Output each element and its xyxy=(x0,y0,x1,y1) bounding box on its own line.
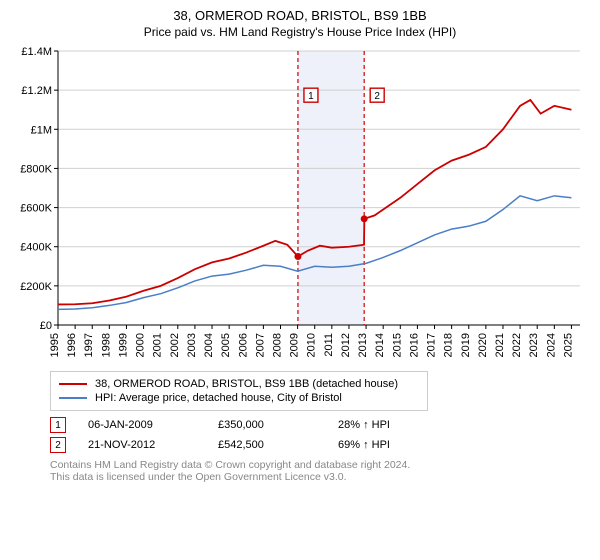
price-chart: £0 £200K £400K £600K £800K £1M £1.2M £1.4M 1995 1… xyxy=(10,45,590,365)
sale-row: 1 06-JAN-2009£350,00028% ↑ HPI xyxy=(50,417,590,433)
svg-text:1999: 1999 xyxy=(117,333,129,357)
svg-text:2019: 2019 xyxy=(460,333,472,357)
svg-text:2024: 2024 xyxy=(545,333,557,357)
sale-row: 2 21-NOV-2012£542,50069% ↑ HPI xyxy=(50,437,590,453)
sale-marker: 2 xyxy=(50,437,66,453)
svg-text:2009: 2009 xyxy=(289,333,301,357)
sales-list: 1 06-JAN-2009£350,00028% ↑ HPI 2 21-NOV-201… xyxy=(50,417,590,453)
page-subtitle: Price paid vs. HM Land Registry's House … xyxy=(10,25,590,39)
svg-text:2016: 2016 xyxy=(408,333,420,357)
legend: 38, ORMEROD ROAD, BRISTOL, BS9 1BB (deta… xyxy=(50,371,428,411)
sale-hpi: 69% ↑ HPI xyxy=(338,439,458,451)
svg-text:£1M: £1M xyxy=(31,124,52,136)
legend-item: HPI: Average price, detached house, City… xyxy=(59,392,419,404)
svg-text:£600K: £600K xyxy=(20,203,52,215)
svg-text:1: 1 xyxy=(308,91,314,102)
footer-line: This data is licensed under the Open Gov… xyxy=(50,471,590,483)
svg-text:2013: 2013 xyxy=(357,333,369,357)
svg-text:1996: 1996 xyxy=(66,333,78,357)
svg-text:£1.2M: £1.2M xyxy=(21,85,52,97)
svg-text:2: 2 xyxy=(374,91,380,102)
svg-text:2008: 2008 xyxy=(271,333,283,357)
svg-text:2012: 2012 xyxy=(340,333,352,357)
svg-text:2002: 2002 xyxy=(169,333,181,357)
svg-text:2010: 2010 xyxy=(306,333,318,357)
svg-text:2022: 2022 xyxy=(511,333,523,357)
svg-text:£800K: £800K xyxy=(20,163,52,175)
svg-text:2015: 2015 xyxy=(391,333,403,357)
svg-text:2004: 2004 xyxy=(203,333,215,357)
svg-text:2018: 2018 xyxy=(443,333,455,357)
legend-label: 38, ORMEROD ROAD, BRISTOL, BS9 1BB (deta… xyxy=(95,378,398,390)
svg-text:£400K: £400K xyxy=(20,242,52,254)
svg-text:£0: £0 xyxy=(40,320,52,332)
svg-text:2011: 2011 xyxy=(323,333,335,357)
sale-price: £350,000 xyxy=(218,419,338,431)
svg-text:2021: 2021 xyxy=(494,333,506,357)
svg-text:2023: 2023 xyxy=(528,333,540,357)
svg-text:£1.4M: £1.4M xyxy=(21,46,52,58)
svg-text:2020: 2020 xyxy=(477,333,489,357)
svg-text:2003: 2003 xyxy=(186,333,198,357)
svg-text:2014: 2014 xyxy=(374,333,386,357)
legend-label: HPI: Average price, detached house, City… xyxy=(95,392,342,404)
footer-line: Contains HM Land Registry data © Crown c… xyxy=(50,459,590,471)
footer-attribution: Contains HM Land Registry data © Crown c… xyxy=(50,459,590,483)
legend-item: 38, ORMEROD ROAD, BRISTOL, BS9 1BB (deta… xyxy=(59,378,419,390)
svg-text:2000: 2000 xyxy=(135,333,147,357)
sale-price: £542,500 xyxy=(218,439,338,451)
legend-swatch xyxy=(59,397,87,399)
svg-text:1997: 1997 xyxy=(83,333,95,357)
svg-text:1998: 1998 xyxy=(100,333,112,357)
sale-date: 21-NOV-2012 xyxy=(88,439,218,451)
svg-text:1995: 1995 xyxy=(49,333,61,357)
page-title: 38, ORMEROD ROAD, BRISTOL, BS9 1BB xyxy=(10,8,590,23)
sale-hpi: 28% ↑ HPI xyxy=(338,419,458,431)
sale-date: 06-JAN-2009 xyxy=(88,419,218,431)
svg-text:2007: 2007 xyxy=(254,333,266,357)
svg-text:£200K: £200K xyxy=(20,281,52,293)
svg-text:2017: 2017 xyxy=(426,333,438,357)
svg-text:2005: 2005 xyxy=(220,333,232,357)
svg-text:2001: 2001 xyxy=(152,333,164,357)
legend-swatch xyxy=(59,383,87,385)
svg-text:2025: 2025 xyxy=(562,333,574,357)
svg-text:2006: 2006 xyxy=(237,333,249,357)
sale-marker: 1 xyxy=(50,417,66,433)
